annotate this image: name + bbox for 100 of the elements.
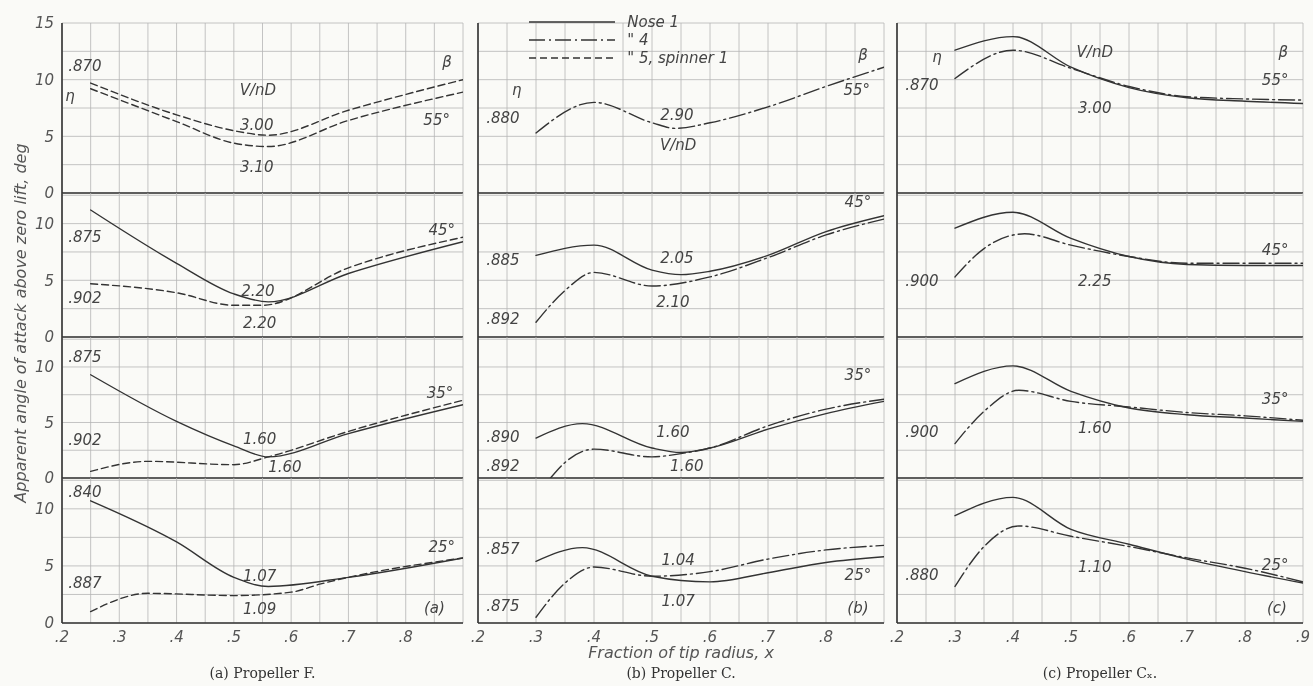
annotation: 25° [428,537,456,556]
legend-label: Nose 1 [627,13,680,31]
legend-label: " 5, spinner 1 [627,49,729,67]
x-tick-label: .8 [398,627,413,646]
x-tick-label: .5 [644,627,660,646]
annotation: V/nD [1076,43,1113,62]
y-tick-label: 5 [44,271,54,290]
x-tick-label: .4 [169,627,184,646]
y-tick-label: 10 [34,70,54,89]
x-tick-label: .6 [1121,627,1137,646]
text: (b) Propeller C. [625,665,737,681]
annotation: η [65,86,75,105]
text: " 4 [627,31,649,49]
y-tick-label: 0 [44,184,54,203]
annotation: .887 [68,574,102,593]
y-tick-label: 5 [44,127,54,146]
annotation: 1.07 [661,592,695,611]
annotation: 3.00 [240,116,274,134]
annotation: η [932,48,942,66]
annotation: η [512,80,522,99]
annotation: .857 [486,539,520,558]
annotation: 35° [1261,390,1289,409]
annotation: .902 [68,289,102,308]
annotation: 1.60 [1078,419,1112,438]
x-tick-label: .8 [818,627,834,646]
x-tick-label: .2 [889,627,905,646]
annotation: .902 [68,431,102,450]
annotation: .890 [486,427,520,446]
annotation: 25° [1261,555,1289,574]
annotation: 55° [843,80,871,99]
annotation: 3.10 [240,157,274,176]
annotation: .900 [905,423,939,442]
annotation: .870 [905,76,939,95]
annotation: 55° [1261,70,1289,89]
annotation: 3.00 [1078,99,1112,117]
annotation: .885 [486,250,520,269]
annotation: 1.09 [242,600,277,619]
x-tick-label: .4 [586,627,602,646]
text: (c) Propeller Cₓ. [1041,665,1159,681]
annotation: 1.07 [242,567,277,586]
x-tick-label: .7 [760,627,776,646]
y-tick-label: 10 [34,214,54,233]
annotation: 1.60 [242,430,277,449]
annotation: 1.60 [656,423,690,442]
annotation: 2.05 [660,248,694,267]
x-tick-label: .5 [1063,627,1079,646]
annotation: .875 [68,347,102,366]
annotation: 2.20 [241,281,275,300]
annotation: 2.20 [242,314,277,333]
y-tick-label: 5 [44,557,54,576]
x-tick-label: .3 [947,627,963,646]
x-tick-label: .9 [1295,627,1311,646]
y-tick-label: 0 [44,328,54,347]
x-tick-label: .5 [226,627,242,646]
annotation: .875 [486,596,520,615]
y-tick-label: 0 [44,469,54,488]
annotation: 45° [1261,240,1289,259]
annotation: .900 [905,272,939,291]
x-axis-title: Fraction of tip radius, x [588,643,774,662]
text: (a) Propeller F. [208,665,317,681]
y-tick-label: 10 [34,500,54,519]
x-tick-label: .6 [702,627,718,646]
annotation: β [442,52,452,71]
annotation: β [858,45,868,64]
annotation: (b) [847,599,869,618]
annotation: 1.60 [670,456,704,475]
annotation: 55° [423,111,450,130]
x-tick-label: .3 [528,627,544,646]
annotation: 2.10 [656,292,690,311]
x-tick-label: .2 [470,627,486,646]
x-tick-label: .7 [1179,627,1195,646]
y-tick-label: 15 [34,14,54,33]
annotation: 1.60 [268,457,302,476]
annotation: .840 [68,482,102,501]
annotation: 45° [844,193,872,212]
annotation: (a) [423,599,445,618]
annotation: 35° [844,365,872,384]
annotation: 2.90 [660,105,694,124]
x-tick-label: .7 [341,627,357,646]
x-tick-label: .4 [1005,627,1021,646]
annotation: .870 [68,57,102,76]
x-tick-label: .3 [112,627,127,646]
y-tick-label: 10 [34,358,54,377]
annotation: 25° [844,566,872,585]
x-tick-label: .6 [283,627,299,646]
annotation: V/nD [239,80,277,99]
x-tick-label: .2 [54,627,70,646]
annotation: .892 [486,309,520,328]
annotation: β [1278,43,1289,62]
y-tick-label: 0 [44,614,54,633]
annotation: .880 [486,109,520,128]
annotation: .875 [68,228,102,247]
x-tick-label: .8 [1237,627,1253,646]
annotation: 1.04 [661,551,695,570]
annotation: 2.25 [1078,272,1112,291]
annotation: V/nD [659,136,697,155]
y-tick-label: 5 [44,413,54,432]
annotation: 1.10 [1078,558,1112,577]
line-series [89,78,463,136]
annotation: (c) [1266,599,1287,618]
